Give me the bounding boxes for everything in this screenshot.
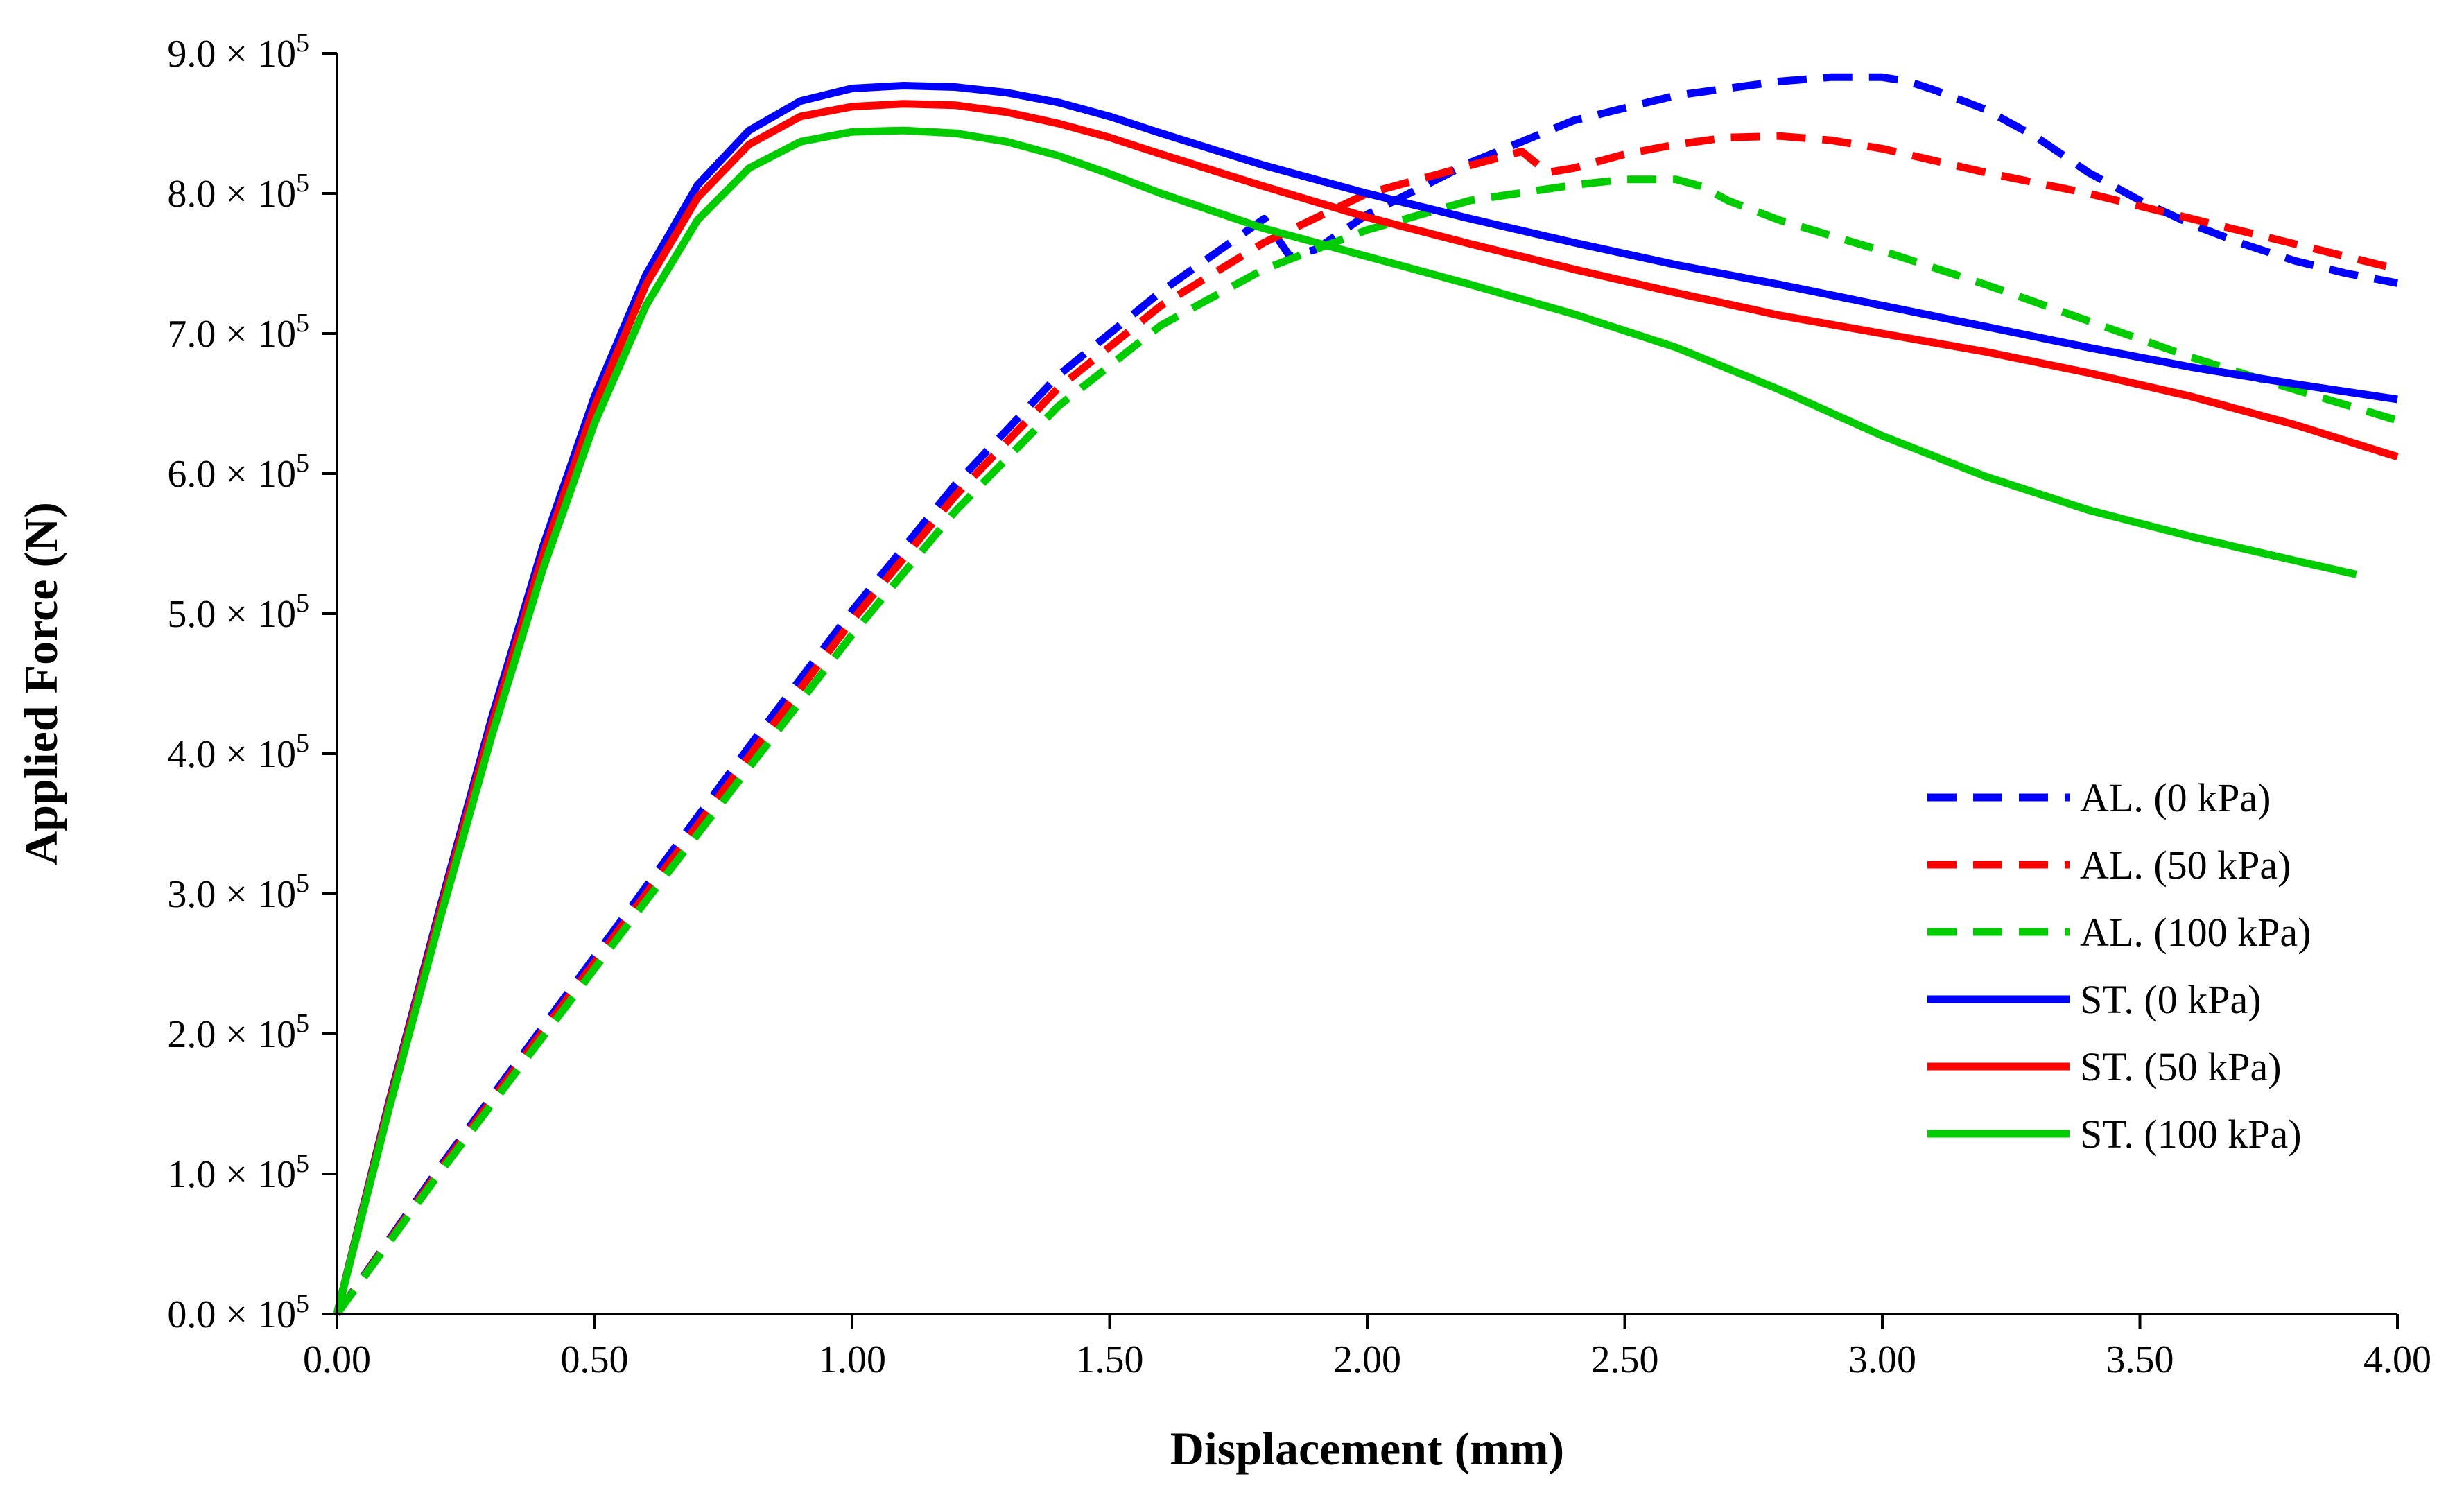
legend-label: ST. (100 kPa) [2080,1112,2302,1157]
y-tick-label: 5.0 × 105 [167,589,309,636]
legend-label: AL. (0 kPa) [2080,775,2271,820]
legend-label: ST. (50 kPa) [2080,1044,2282,1089]
y-tick-label: 4.0 × 105 [167,729,309,776]
series-line-st-50-kpa [333,100,2399,1315]
series-line-al-100-kpa [333,175,2399,1317]
y-tick-exponent: 5 [296,869,309,898]
x-tick-label: 3.00 [1848,1338,1916,1381]
y-tick-label: 1.0 × 105 [167,1149,309,1196]
legend: AL. (0 kPa) AL. (50 kPa) AL. (100 kPa) ST. … [1927,775,2311,1157]
series-line-al-50-kpa [333,132,2399,1317]
y-tick-label: 2.0 × 105 [167,1009,309,1056]
y-tick-mantissa: 6.0 × 10 [167,453,296,496]
legend-label: AL. (100 kPa) [2080,910,2311,955]
y-tick-mantissa: 2.0 × 10 [167,1013,296,1056]
y-tick-mantissa: 9.0 × 10 [167,33,296,76]
y-tick-exponent: 5 [296,729,309,758]
y-tick-mantissa: 4.0 × 10 [167,733,296,776]
y-tick-exponent: 5 [296,309,309,338]
y-tick-exponent: 5 [296,1009,309,1038]
y-tick-exponent: 5 [296,449,309,478]
x-tick-label: 2.50 [1591,1338,1659,1381]
y-tick-label: 9.0 × 105 [167,28,309,76]
series-line-al-0-kpa [333,73,2399,1317]
x-tick-label: 0.00 [303,1338,371,1381]
y-tick-label: 6.0 × 105 [167,449,309,496]
x-tick-label: 0.50 [561,1338,629,1381]
y-tick-label: 8.0 × 105 [167,168,309,216]
y-tick-mantissa: 3.0 × 10 [167,873,296,916]
x-ticks: 0.00 0.50 1.00 1.50 2.00 2.50 3.00 3.50 4.00 [303,1314,2431,1381]
y-tick-exponent: 5 [296,168,309,198]
y-tick-exponent: 5 [296,28,309,58]
y-tick-exponent: 5 [296,1289,309,1318]
y-tick-label: 0.0 × 105 [167,1289,309,1336]
series-line-st-100-kpa [333,126,2357,1315]
y-tick-mantissa: 0.0 × 10 [167,1293,296,1336]
y-tick-label: 3.0 × 105 [167,869,309,916]
y-tick-mantissa: 1.0 × 10 [167,1153,296,1196]
x-tick-label: 1.00 [818,1338,886,1381]
y-tick-mantissa: 8.0 × 10 [167,173,296,216]
legend-label: ST. (0 kPa) [2080,977,2262,1022]
y-tick-mantissa: 7.0 × 10 [167,313,296,356]
y-axis-title: Applied Force (N) [15,502,67,865]
plot-series [333,73,2399,1317]
y-tick-label: 7.0 × 105 [167,309,309,356]
x-tick-label: 2.00 [1333,1338,1401,1381]
x-tick-label: 3.50 [2106,1338,2174,1381]
legend-label: AL. (50 kPa) [2080,842,2291,888]
y-tick-exponent: 5 [296,1149,309,1178]
x-axis-title: Displacement (mm) [1170,1422,1564,1475]
x-tick-label: 4.00 [2363,1338,2431,1381]
y-tick-exponent: 5 [296,589,309,618]
x-tick-label: 1.50 [1076,1338,1144,1381]
y-tick-mantissa: 5.0 × 10 [167,593,296,636]
